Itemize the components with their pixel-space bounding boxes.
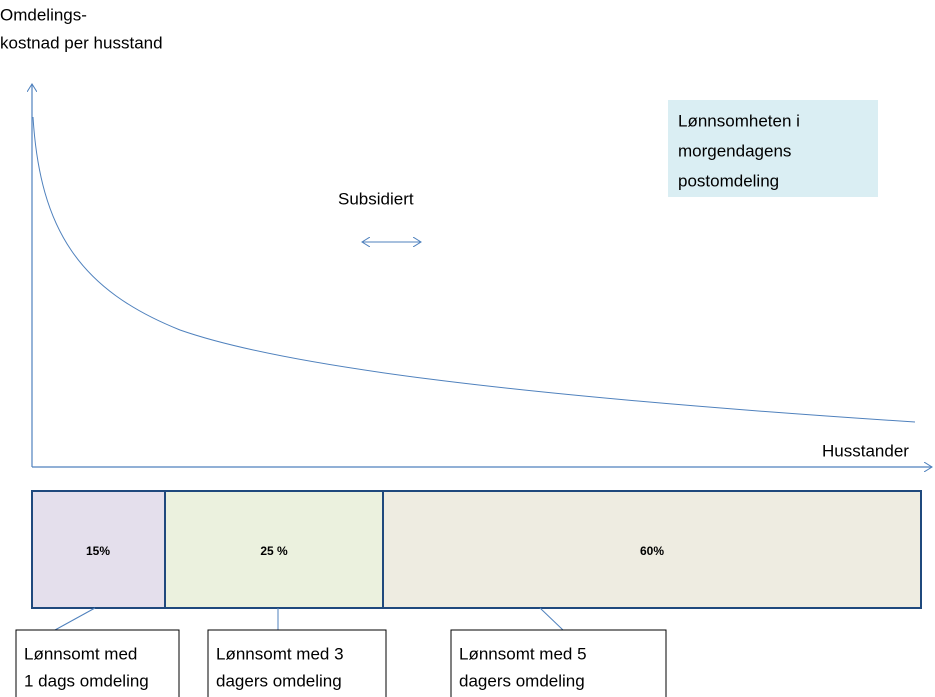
title-line: morgendagens [678,141,791,160]
callout-text: dagers omdeling [459,671,585,690]
callout-box [207,629,387,697]
segment [164,490,384,609]
callout-box [15,629,180,697]
segment [382,490,922,609]
y-axis-label: Omdelings- [0,5,87,24]
callout-text: dagers omdeling [216,671,342,690]
title-box [668,100,878,197]
segment [31,490,166,609]
connector [54,607,96,631]
callout-text: Lønnsomt med 3 [216,644,344,663]
segment-label: 60% [640,544,664,558]
y-axis-label: kostnad per husstand [0,33,163,52]
callout-box [450,629,667,697]
cost-curve [32,116,916,423]
title-line: postomdeling [678,171,779,190]
segment-label: 15% [86,544,110,558]
x-axis-label: Husstander [822,441,909,460]
callout-text: Lønnsomt med [24,644,137,663]
connector [539,607,564,631]
segment-label: 25 % [260,544,288,558]
callout-text: Lønnsomt med 5 [459,644,587,663]
callout-text: 1 dags omdeling [24,671,149,690]
annotation: Subsidiert [338,189,414,208]
title-line: Lønnsomheten i [678,111,800,130]
